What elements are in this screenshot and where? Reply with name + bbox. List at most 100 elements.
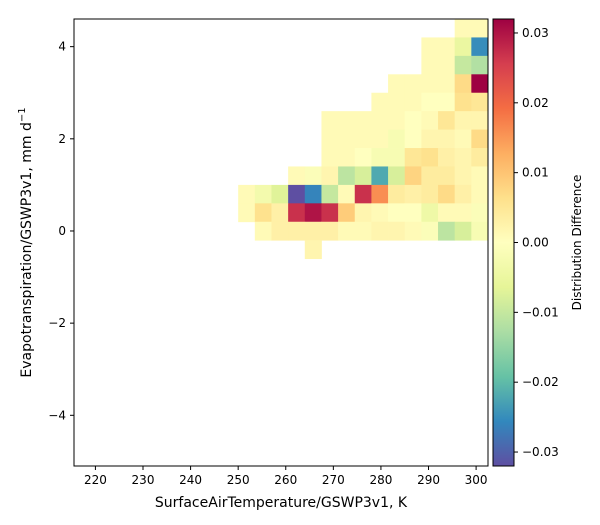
heatmap-cell bbox=[404, 184, 422, 204]
heatmap-cell bbox=[404, 74, 422, 94]
x-tick-label: 260 bbox=[274, 473, 297, 487]
heatmap-cell bbox=[338, 166, 356, 186]
heatmap-cell bbox=[471, 19, 489, 38]
heatmap-cell bbox=[304, 221, 322, 241]
heatmap-cell bbox=[354, 166, 372, 186]
heatmap-cell bbox=[471, 55, 489, 75]
heatmap-cell bbox=[454, 74, 472, 94]
heatmap-cell bbox=[388, 111, 406, 130]
heatmap-cell bbox=[421, 55, 439, 75]
y-tick-label: 2 bbox=[58, 132, 66, 146]
heatmap-cell bbox=[454, 19, 472, 38]
x-tick-label: 280 bbox=[369, 473, 392, 487]
heatmap-cell bbox=[354, 111, 372, 130]
heatmap-cell bbox=[454, 203, 472, 223]
y-axis-label-main: Evapotranspiration/GSWP3v1, mm d bbox=[19, 122, 35, 377]
heatmap-cell bbox=[371, 166, 389, 186]
heatmap-cell bbox=[371, 203, 389, 223]
heatmap-cell bbox=[471, 111, 489, 130]
x-tick-label: 290 bbox=[417, 473, 440, 487]
heatmap-cell bbox=[404, 166, 422, 186]
heatmap-cell bbox=[371, 111, 389, 130]
heatmap-cell bbox=[371, 129, 389, 149]
x-axis-label: SurfaceAirTemperature/GSWP3v1, K bbox=[155, 495, 408, 511]
y-axis-label: Evapotranspiration/GSWP3v1, mm d−1 bbox=[17, 107, 35, 377]
heatmap-cell bbox=[471, 166, 489, 186]
heatmap-cell bbox=[338, 111, 356, 130]
colorbar-tick-label: 0.01 bbox=[522, 166, 549, 180]
heatmap-cell bbox=[438, 111, 456, 130]
heatmap-cell bbox=[454, 92, 472, 112]
heatmap-cell bbox=[471, 92, 489, 112]
heatmap-cell bbox=[338, 221, 356, 241]
y-tick-label: −4 bbox=[48, 408, 66, 422]
heatmap-cell bbox=[471, 203, 489, 223]
heatmap-cell bbox=[304, 184, 322, 204]
heatmap-cell bbox=[321, 148, 339, 167]
heatmap-cell bbox=[454, 111, 472, 130]
heatmap-cell bbox=[404, 221, 422, 241]
heatmap-cell bbox=[421, 37, 439, 57]
heatmap-cell bbox=[271, 203, 289, 223]
heatmap-cell bbox=[421, 148, 439, 167]
heatmap-cell bbox=[288, 166, 306, 186]
heatmap-cell bbox=[254, 221, 272, 241]
heatmap-cell bbox=[238, 203, 256, 223]
heatmap-cell bbox=[421, 92, 439, 112]
heatmap-cell bbox=[354, 148, 372, 167]
x-tick-label: 220 bbox=[84, 473, 107, 487]
heatmap-cell bbox=[388, 148, 406, 167]
heatmap-cell bbox=[354, 184, 372, 204]
heatmap-cell bbox=[371, 221, 389, 241]
heatmap-cell bbox=[388, 184, 406, 204]
heatmap-cell bbox=[454, 55, 472, 75]
heatmap-cell bbox=[321, 221, 339, 241]
heatmap-cell bbox=[438, 184, 456, 204]
heatmap-cell bbox=[321, 111, 339, 130]
heatmap-cell bbox=[388, 203, 406, 223]
plot-frame bbox=[73, 18, 489, 467]
x-tick-label: 300 bbox=[465, 473, 488, 487]
heatmap-cell bbox=[454, 221, 472, 241]
heatmap-cell bbox=[438, 55, 456, 75]
colorbar-tick-label: 0.03 bbox=[522, 26, 549, 40]
heatmap-cell bbox=[404, 148, 422, 167]
heatmap-cell bbox=[404, 203, 422, 223]
y-tick-label: 4 bbox=[58, 40, 66, 54]
heatmap-cell bbox=[471, 129, 489, 149]
heatmap-cell bbox=[471, 74, 489, 94]
heatmap-cell bbox=[338, 203, 356, 223]
heatmap-cell bbox=[238, 184, 256, 204]
heatmap-cell bbox=[454, 166, 472, 186]
heatmap-cell bbox=[388, 92, 406, 112]
heatmap-cell bbox=[421, 111, 439, 130]
colorbar-tick-label: −0.01 bbox=[522, 305, 559, 319]
heatmap-cell bbox=[438, 37, 456, 57]
y-tick-label: −2 bbox=[48, 316, 66, 330]
heatmap-cell bbox=[321, 166, 339, 186]
heatmap-cell bbox=[371, 92, 389, 112]
x-tick-label: 240 bbox=[179, 473, 202, 487]
heatmap-cell bbox=[471, 37, 489, 57]
heatmap-cell bbox=[404, 129, 422, 149]
heatmap-cell bbox=[338, 129, 356, 149]
heatmap-cell bbox=[421, 203, 439, 223]
colorbar-tick-label: −0.02 bbox=[522, 375, 559, 389]
heatmap-cell bbox=[454, 37, 472, 57]
heatmap-cell bbox=[254, 203, 272, 223]
heatmap-cell bbox=[371, 148, 389, 167]
colorbar-label: Distribution Difference bbox=[570, 175, 584, 311]
heatmap-cell bbox=[421, 74, 439, 94]
heatmap-cell bbox=[404, 111, 422, 130]
heatmap-cell bbox=[321, 129, 339, 149]
heatmap-cell bbox=[354, 203, 372, 223]
heatmap-cell bbox=[321, 203, 339, 223]
heatmap-cell bbox=[438, 92, 456, 112]
heatmap-cell bbox=[288, 203, 306, 223]
y-axis: −4 −2 0 2 4 bbox=[48, 40, 74, 422]
heatmap-cell bbox=[271, 221, 289, 241]
heatmap-cell bbox=[338, 148, 356, 167]
colorbar-ticks: −0.03 −0.02 −0.01 0.00 0.01 0.02 0.03 bbox=[514, 26, 559, 459]
heatmap-cell bbox=[338, 184, 356, 204]
heatmap-cell bbox=[304, 203, 322, 223]
